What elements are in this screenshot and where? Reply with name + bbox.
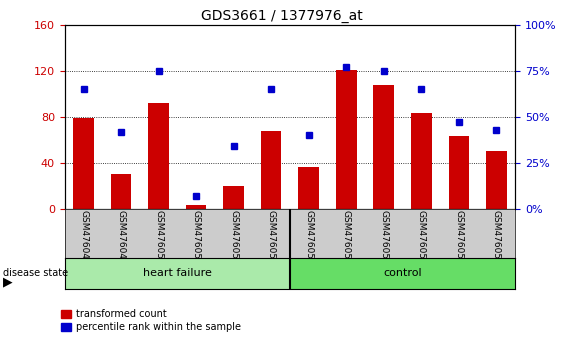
Bar (111, 175, 131, 209)
Text: GSM476048: GSM476048 (79, 210, 88, 265)
Text: GSM476054: GSM476054 (304, 210, 313, 265)
Bar (65, 258, 290, 289)
Bar (261, 131, 282, 209)
Text: GSM476053: GSM476053 (267, 210, 276, 265)
Text: GSM476057: GSM476057 (417, 210, 426, 265)
Bar (148, 103, 169, 209)
Text: GSM476051: GSM476051 (191, 210, 200, 265)
Bar (290, 258, 515, 289)
Bar (486, 152, 507, 209)
Bar (298, 167, 319, 209)
Text: GSM476056: GSM476056 (379, 210, 388, 265)
Bar (73, 118, 94, 209)
Bar (411, 113, 432, 209)
Bar (449, 136, 469, 209)
Text: heart failure: heart failure (143, 268, 212, 279)
Text: GSM476052: GSM476052 (229, 210, 238, 265)
Text: control: control (383, 268, 422, 279)
Text: GDS3661 / 1377976_at: GDS3661 / 1377976_at (200, 9, 363, 23)
Bar (186, 205, 207, 209)
Bar (336, 70, 356, 209)
Text: GSM476059: GSM476059 (492, 210, 501, 265)
Text: GSM476049: GSM476049 (117, 210, 126, 265)
Text: GSM476058: GSM476058 (454, 210, 463, 265)
Text: ▶: ▶ (3, 275, 12, 288)
Legend: transformed count, percentile rank within the sample: transformed count, percentile rank withi… (61, 309, 241, 332)
Text: GSM476050: GSM476050 (154, 210, 163, 265)
Bar (224, 186, 244, 209)
Text: disease state: disease state (3, 268, 68, 278)
Text: GSM476055: GSM476055 (342, 210, 351, 265)
Bar (373, 85, 394, 209)
